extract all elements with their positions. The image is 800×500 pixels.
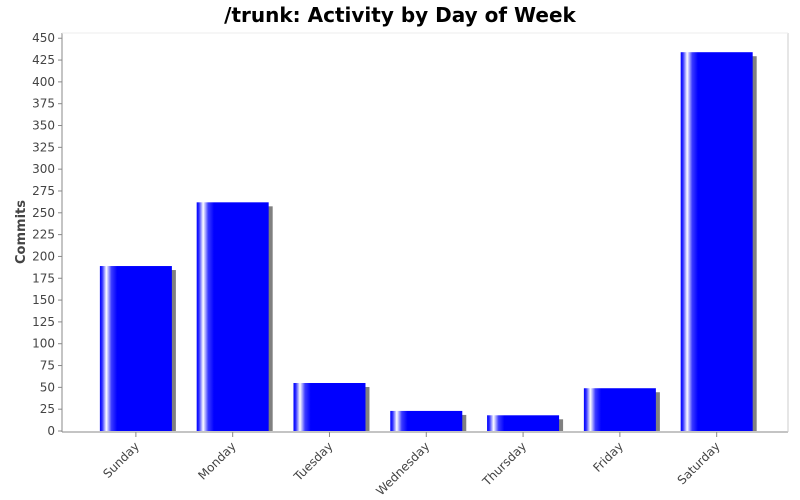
bar	[487, 415, 560, 431]
y-tick-label: 400	[32, 75, 55, 89]
bar	[99, 266, 172, 431]
x-tick-label: Friday	[590, 439, 626, 475]
y-tick-label: 25	[40, 402, 55, 416]
chart-title: /trunk: Activity by Day of Week	[224, 3, 576, 27]
y-tick-label: 275	[32, 184, 55, 198]
y-tick-label: 75	[40, 359, 55, 373]
y-tick-label: 200	[32, 249, 55, 263]
x-tick-label: Monday	[195, 439, 238, 482]
x-tick-label: Sunday	[100, 439, 142, 481]
x-tick-label: Thursday	[479, 439, 529, 489]
y-tick-label: 150	[32, 293, 55, 307]
y-tick-label: 100	[32, 337, 55, 351]
y-axis-label: Commits	[14, 200, 29, 264]
y-tick-label: 325	[32, 140, 55, 154]
y-tick-label: 175	[32, 271, 55, 285]
x-tick-label: Wednesday	[373, 439, 432, 498]
y-tick-label: 225	[32, 228, 55, 242]
y-tick-label: 300	[32, 162, 55, 176]
y-tick-label: 450	[32, 31, 55, 45]
bar	[583, 388, 656, 431]
y-tick-label: 50	[40, 380, 55, 394]
bar	[196, 202, 269, 431]
y-tick-label: 375	[32, 97, 55, 111]
y-tick-label: 0	[47, 424, 55, 438]
bar	[390, 410, 463, 431]
y-tick-label: 425	[32, 53, 55, 67]
bar	[293, 382, 366, 431]
bar	[680, 52, 753, 432]
x-tick-label: Tuesday	[290, 439, 335, 484]
plot-area: 0 25 50 75 100 125 150 175 200 225 250 275 300 325 350…	[32, 31, 789, 498]
y-tick-label: 250	[32, 206, 55, 220]
y-tick-label: 350	[32, 119, 55, 133]
y-tick-label: 125	[32, 315, 55, 329]
x-tick-label: Saturday	[675, 439, 723, 487]
